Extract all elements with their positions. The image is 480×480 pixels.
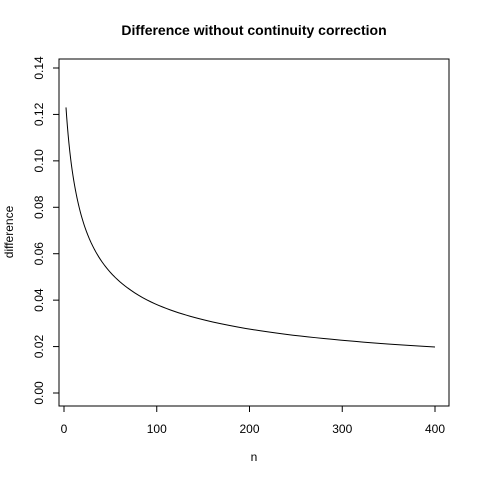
x-tick-label: 100: [147, 422, 167, 436]
series-line: [65, 107, 436, 348]
y-tick-label: 0.14: [32, 56, 46, 80]
y-tick-label: 0.08: [32, 195, 46, 219]
x-axis: 0 100 200 300 400: [61, 406, 445, 436]
y-axis-title: difference: [2, 205, 16, 258]
y-tick-label: 0.00: [32, 381, 46, 405]
y-tick-label: 0.06: [32, 242, 46, 266]
x-tick-label: 0: [61, 422, 68, 436]
y-tick-label: 0.04: [32, 288, 46, 312]
y-tick-label: 0.12: [32, 102, 46, 126]
x-tick-label: 400: [425, 422, 445, 436]
x-tick-label: 300: [332, 422, 352, 436]
x-tick-label: 200: [239, 422, 259, 436]
chart-title: Difference without continuity correction: [121, 22, 386, 38]
y-tick-label: 0.10: [32, 149, 46, 173]
y-tick-label: 0.02: [32, 335, 46, 359]
plot-frame: [58, 58, 450, 407]
y-axis: 0.00 0.02 0.04 0.06 0.08 0.10 0.12 0.14: [32, 56, 59, 405]
x-axis-title: n: [251, 450, 258, 464]
